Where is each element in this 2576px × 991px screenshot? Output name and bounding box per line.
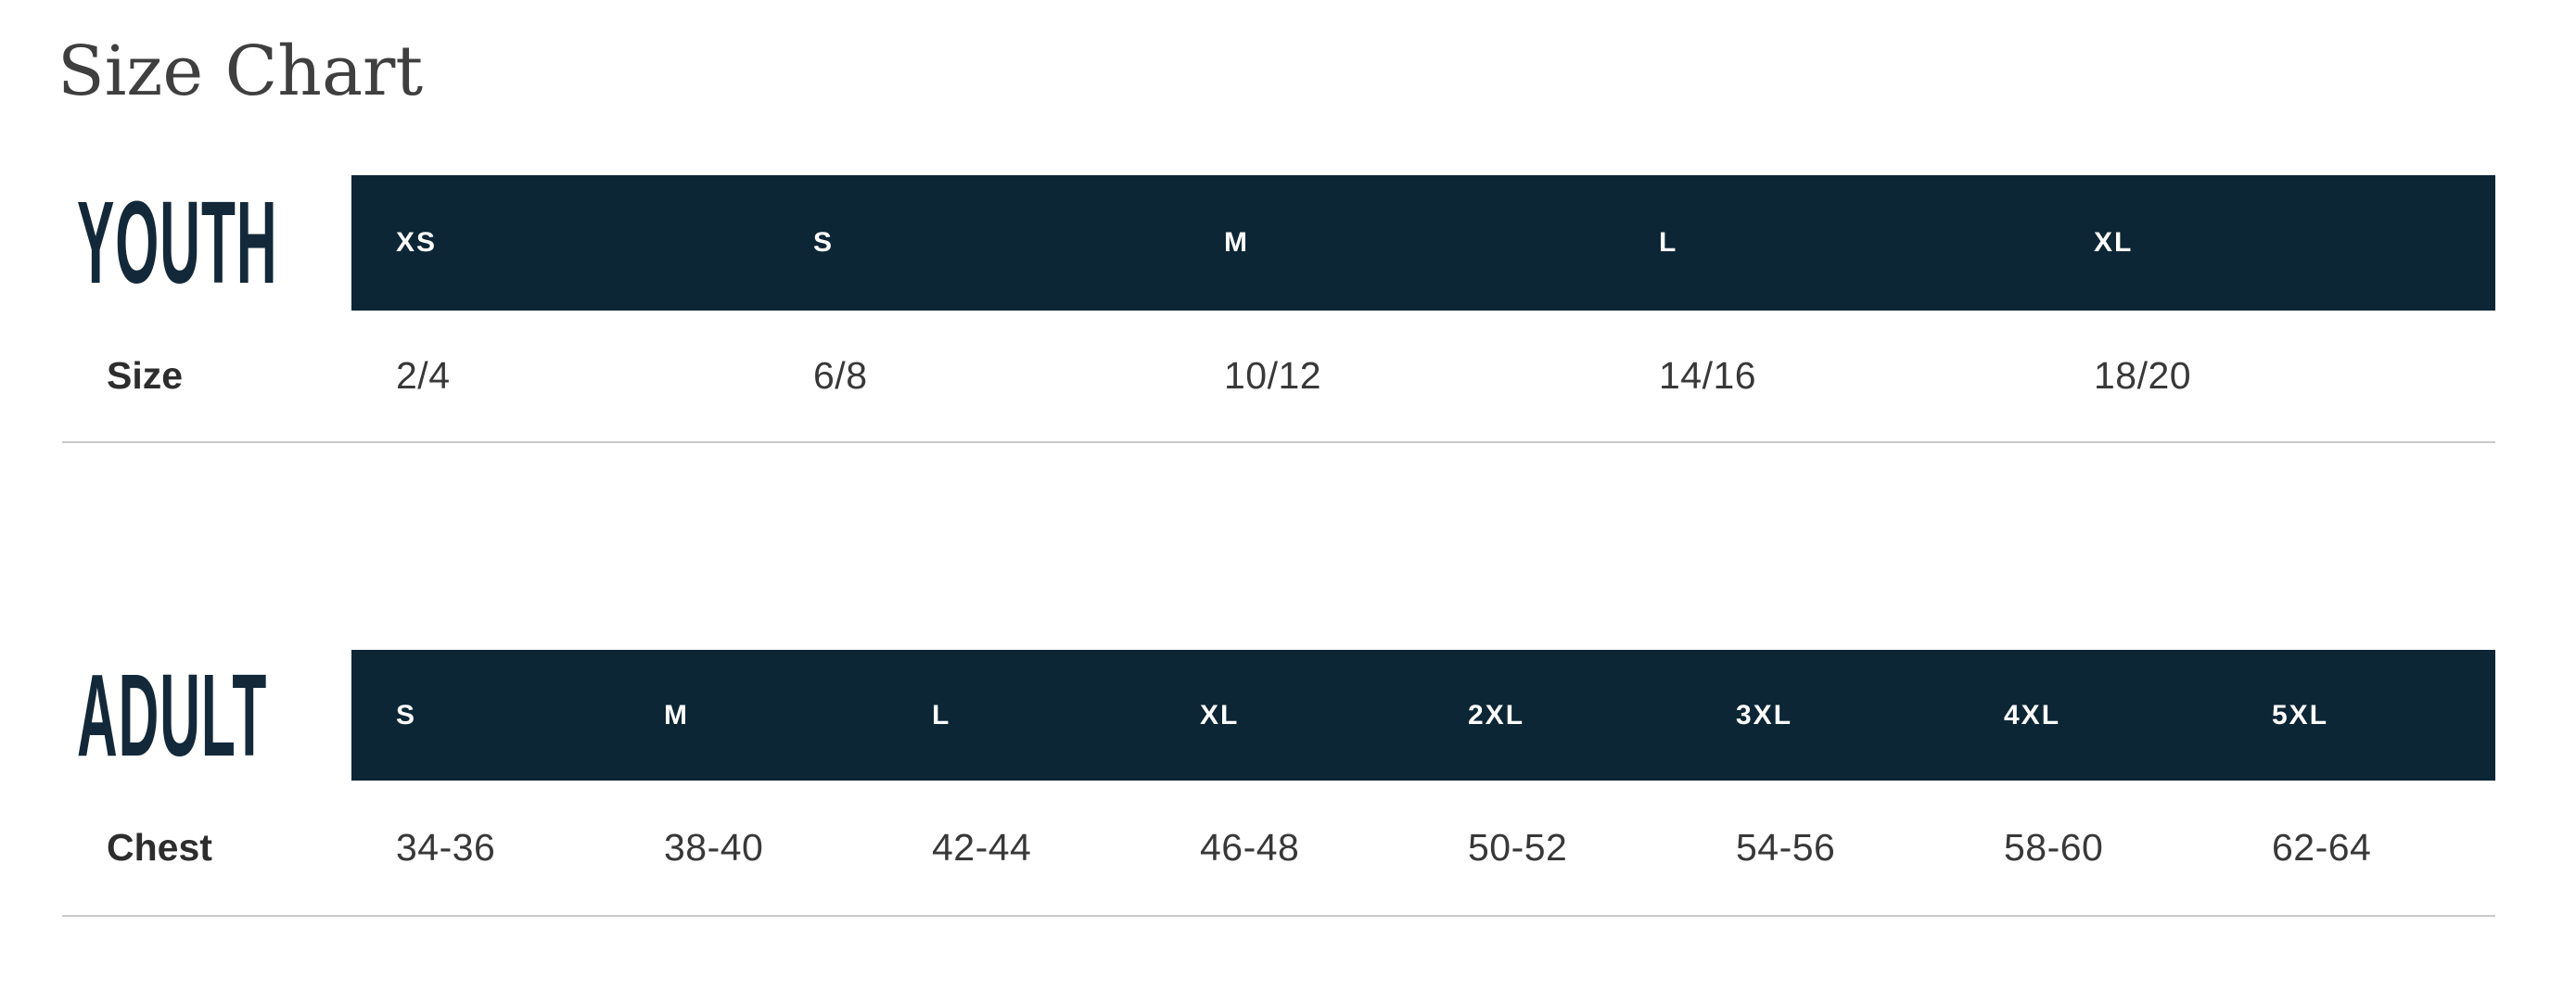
adult-chest-value-s: 34-36 [396,826,496,869]
adult-col-header-3xl: 3XL [1691,650,1959,781]
youth-row-label-size: Size [107,354,184,397]
adult-table-divider [62,915,2495,917]
adult-group-cell: ADULT [62,650,351,781]
adult-chest-value-5xl: 62-64 [2272,826,2372,869]
adult-group-label: ADULT [77,649,268,781]
adult-row-label-chest: Chest [107,826,212,869]
youth-col-header-xl: XL [2049,175,2495,311]
adult-col-header-l: L [887,650,1155,781]
adult-col-header-m: M [619,650,887,781]
youth-size-value-s: 6/8 [813,354,868,397]
adult-col-header-2xl: 2XL [1423,650,1691,781]
adult-chest-value-m: 38-40 [664,826,764,869]
youth-table-divider [62,441,2495,443]
adult-chest-value-4xl: 58-60 [2004,826,2104,869]
page-title: Size Chart [57,32,424,111]
youth-col-header-m: M [1180,175,1614,311]
youth-group-cell: YOUTH [62,175,351,311]
adult-chest-value-l: 42-44 [932,826,1032,869]
adult-col-header-5xl: 5XL [2227,650,2495,781]
adult-chest-value-xl: 46-48 [1200,826,1300,869]
adult-col-header-4xl: 4XL [1959,650,2227,781]
youth-group-label: YOUTH [77,177,278,308]
youth-size-value-xs: 2/4 [396,354,451,397]
adult-col-header-xl: XL [1155,650,1423,781]
adult-chest-value-3xl: 54-56 [1736,826,1836,869]
adult-col-header-s: S [351,650,619,781]
adult-size-table: ADULT S M L XL 2XL 3XL 4XL 5XL Chest 34-… [62,650,2495,917]
adult-chest-value-2xl: 50-52 [1468,826,1568,869]
youth-size-value-l: 14/16 [1659,354,1757,397]
youth-col-header-xs: XS [351,175,769,311]
youth-size-value-m: 10/12 [1224,354,1322,397]
youth-col-header-s: S [769,175,1180,311]
youth-col-header-l: L [1614,175,2049,311]
youth-size-table: YOUTH XS S M L XL Size 2/4 6/8 10/12 14/… [62,175,2495,443]
youth-size-value-xl: 18/20 [2094,354,2192,397]
